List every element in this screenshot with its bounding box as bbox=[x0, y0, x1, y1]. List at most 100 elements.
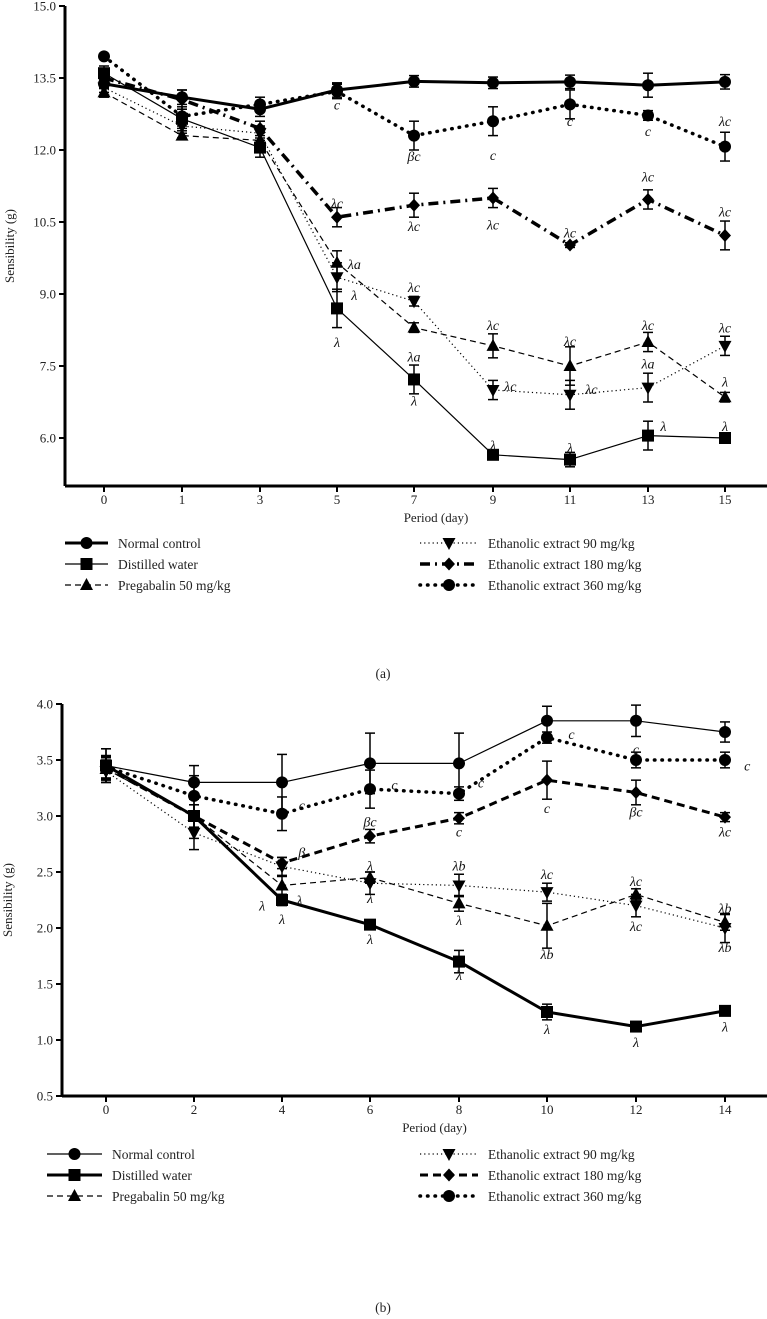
significance-annotation: λ bbox=[410, 395, 417, 410]
legend-item: Ethanolic extract 90 mg/kg bbox=[420, 536, 635, 551]
data-point-square bbox=[364, 918, 376, 931]
data-point-triangle-down bbox=[563, 389, 577, 402]
data-point-triangle-up bbox=[275, 878, 289, 891]
legend-item: Distilled water bbox=[65, 557, 198, 572]
data-point-triangle-down bbox=[540, 887, 554, 900]
x-tick-label: 14 bbox=[719, 1102, 733, 1117]
x-tick-label: 11 bbox=[564, 492, 577, 507]
x-tick-label: 3 bbox=[257, 492, 264, 507]
legend-marker-diamond bbox=[443, 1168, 455, 1182]
significance-annotation: c bbox=[456, 826, 463, 841]
data-point-diamond bbox=[719, 810, 731, 824]
significance-annotation: λ bbox=[366, 892, 373, 907]
x-tick-label: 8 bbox=[456, 1102, 463, 1117]
data-point-circle bbox=[541, 714, 553, 727]
legend-marker-circle bbox=[443, 1190, 455, 1202]
y-tick-label: 4.0 bbox=[37, 697, 53, 712]
data-point-square bbox=[564, 453, 576, 466]
significance-annotation: c bbox=[478, 776, 485, 791]
x-tick-label: 6 bbox=[367, 1102, 374, 1117]
data-point-square bbox=[719, 432, 731, 444]
data-point-diamond bbox=[541, 773, 553, 787]
data-point-circle bbox=[642, 109, 654, 122]
data-point-diamond bbox=[487, 191, 499, 205]
x-axis-label: Period (day) bbox=[402, 1120, 467, 1135]
legend-label: Pregabalin 50 mg/kg bbox=[112, 1189, 225, 1204]
legend-item: Distilled water bbox=[47, 1168, 192, 1183]
data-point-circle bbox=[564, 98, 576, 111]
data-point-diamond bbox=[719, 228, 731, 242]
significance-annotation: λ bbox=[455, 969, 462, 984]
y-tick-label: 12.0 bbox=[33, 143, 56, 158]
data-point-circle bbox=[364, 783, 376, 796]
legend-marker-circle bbox=[68, 1148, 81, 1160]
y-tick-label: 0.5 bbox=[37, 1089, 53, 1104]
data-point-circle bbox=[98, 50, 110, 63]
significance-annotation: λc bbox=[563, 227, 577, 242]
data-point-diamond bbox=[331, 210, 343, 224]
legend-label: Distilled water bbox=[118, 557, 198, 572]
x-tick-label: 10 bbox=[541, 1102, 554, 1117]
significance-annotation: λ bbox=[566, 442, 573, 457]
data-point-square bbox=[487, 448, 499, 461]
y-tick-label: 2.0 bbox=[37, 921, 53, 936]
significance-annotation: c bbox=[645, 125, 652, 140]
legend-label: Ethanolic extract 360 mg/kg bbox=[488, 578, 642, 593]
significance-annotation: λ bbox=[333, 336, 340, 351]
significance-annotation: λ bbox=[258, 900, 265, 915]
significance-annotation: λ bbox=[543, 1023, 550, 1038]
data-point-diamond bbox=[98, 71, 110, 85]
x-tick-label: 15 bbox=[719, 492, 732, 507]
data-point-triangle-down bbox=[175, 121, 189, 133]
significance-annotation: λc bbox=[718, 322, 732, 337]
data-point-square bbox=[642, 429, 654, 442]
significance-annotation: λc bbox=[407, 281, 421, 296]
significance-annotation: λc bbox=[407, 220, 421, 235]
data-point-triangle-up bbox=[330, 255, 344, 268]
data-point-triangle-down bbox=[363, 878, 377, 891]
significance-annotation: λ bbox=[721, 375, 728, 390]
data-point-circle bbox=[100, 760, 112, 773]
significance-annotation: λc bbox=[641, 319, 655, 334]
y-tick-label: 1.0 bbox=[37, 1033, 53, 1048]
series-ethanolic-extract-360-mg-kg bbox=[98, 50, 731, 162]
legend-item: Pregabalin 50 mg/kg bbox=[65, 578, 231, 593]
data-point-diamond bbox=[254, 121, 266, 135]
data-point-triangle-down bbox=[407, 296, 421, 309]
x-tick-label: 2 bbox=[191, 1102, 198, 1117]
data-point-circle bbox=[364, 757, 376, 770]
legend-marker-square bbox=[80, 558, 93, 570]
significance-annotation: c bbox=[568, 728, 575, 743]
legend-item: Normal control bbox=[65, 536, 201, 551]
data-point-circle bbox=[487, 76, 499, 89]
data-point-triangle-up bbox=[540, 918, 554, 931]
significance-annotation: λb bbox=[451, 859, 465, 874]
significance-annotation: λc bbox=[629, 875, 643, 890]
legend-item: Ethanolic extract 360 mg/kg bbox=[418, 1189, 642, 1204]
legend-marker-circle bbox=[443, 579, 455, 591]
data-point-triangle-down bbox=[629, 900, 643, 913]
legend-item: Normal control bbox=[47, 1147, 195, 1162]
y-axis-label: Sensibility (g) bbox=[2, 209, 17, 283]
data-point-triangle-up bbox=[629, 887, 643, 900]
y-tick-label: 1.5 bbox=[37, 977, 53, 992]
significance-annotation: λc bbox=[330, 197, 344, 212]
data-point-triangle-down bbox=[97, 82, 111, 95]
data-point-diamond bbox=[176, 93, 188, 107]
significance-annotation: λ bbox=[350, 289, 357, 304]
data-point-circle bbox=[254, 98, 266, 111]
significance-annotation: λc bbox=[641, 170, 655, 185]
significance-annotation: λc bbox=[718, 826, 732, 841]
data-point-circle bbox=[408, 75, 420, 88]
x-tick-label: 5 bbox=[334, 492, 341, 507]
data-point-triangle-down bbox=[641, 382, 655, 395]
legend-label: Distilled water bbox=[112, 1168, 192, 1183]
legend-label: Ethanolic extract 90 mg/kg bbox=[488, 536, 635, 551]
y-tick-label: 7.5 bbox=[40, 359, 56, 374]
data-point-diamond bbox=[408, 198, 420, 212]
significance-annotation: c bbox=[391, 779, 398, 794]
legend-marker-diamond bbox=[443, 557, 455, 571]
series-normal-control bbox=[100, 704, 731, 812]
significance-annotation: λ bbox=[366, 933, 373, 948]
significance-annotation: λb bbox=[717, 941, 731, 956]
